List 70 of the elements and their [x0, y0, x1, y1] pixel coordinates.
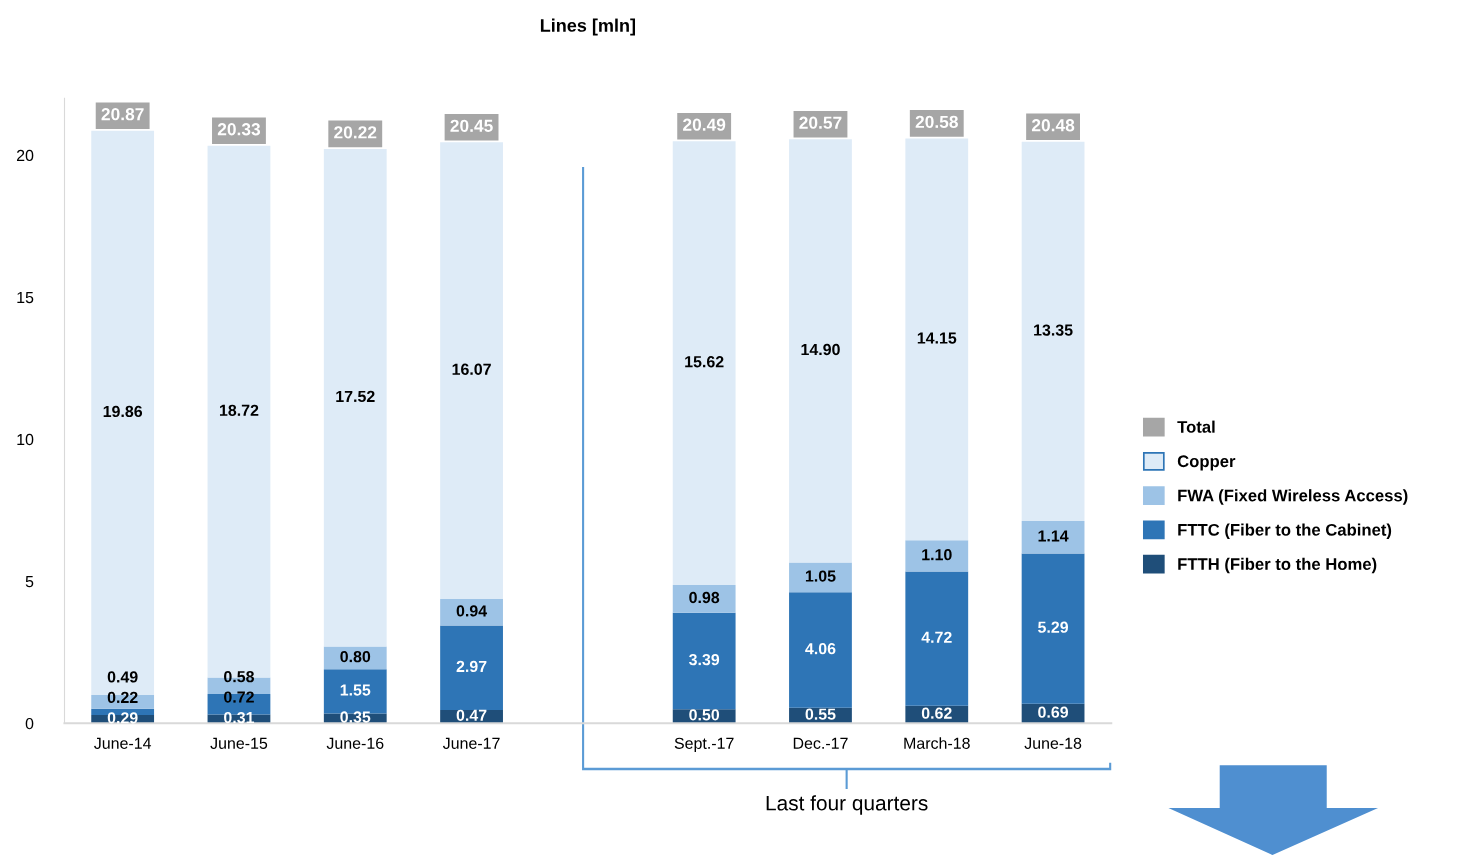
total-label: 20.33: [217, 123, 261, 136]
data-label: 13.35: [1034, 324, 1073, 336]
bar: [1021, 521, 1085, 554]
y-tick-label: 15: [17, 291, 34, 304]
data-label: 4.72: [921, 631, 952, 643]
data-label: 14.90: [801, 343, 840, 356]
data-label: 1.05: [805, 570, 836, 582]
data-label: 15.62: [685, 356, 724, 368]
legend-label: Total: [1177, 420, 1215, 433]
x-tick-label: June-15: [210, 737, 268, 749]
data-label: 3.39: [688, 653, 720, 666]
bar: [440, 625, 503, 710]
bar: [905, 571, 969, 706]
data-label: 0.31: [224, 711, 255, 724]
data-label: 14.15: [917, 332, 957, 344]
data-label: 16.07: [452, 363, 491, 375]
data-label: 0.62: [921, 707, 952, 719]
data-label: 19.86: [103, 405, 143, 418]
x-tick-label: June-17: [442, 737, 500, 749]
data-label: 0.35: [340, 711, 371, 723]
bar: [440, 598, 503, 626]
data-label: 0.98: [689, 591, 720, 604]
total-label: 20.45: [450, 119, 493, 132]
bar: [1021, 553, 1085, 704]
total-label: 20.22: [334, 126, 377, 139]
data-label: 17.52: [336, 390, 375, 403]
legend-label: FTTC (Fiber to the Cabinet): [1178, 523, 1392, 539]
data-label: 1.55: [340, 684, 371, 696]
chart-title: Lines [mln]: [540, 18, 636, 36]
legend-label: FTTH (Fiber to the Home): [1178, 557, 1377, 574]
data-label: 1.14: [1038, 530, 1069, 542]
data-label: 0.29: [107, 712, 138, 724]
bar: [789, 562, 852, 593]
y-tick-label: 0: [25, 717, 34, 730]
x-tick-label: June-16: [326, 737, 384, 749]
data-label: 5.29: [1038, 621, 1069, 633]
data-label: 0.69: [1038, 706, 1069, 718]
data-label: 1.10: [922, 548, 952, 561]
data-label: 0.94: [456, 605, 488, 617]
total-label: 20.87: [101, 108, 144, 121]
bar: [789, 592, 852, 708]
data-label: 0.22: [107, 691, 138, 704]
y-tick-label: 5: [25, 576, 34, 588]
legend-label: Copper: [1177, 455, 1236, 471]
data-label: 0.49: [107, 671, 138, 683]
x-tick-label: June-18: [1024, 737, 1082, 749]
data-label: 18.72: [219, 404, 259, 416]
data-label: 0.47: [456, 709, 487, 721]
data-label: 0.72: [224, 691, 254, 703]
data-label: 4.06: [805, 643, 836, 655]
x-tick-label: Sept.-17: [674, 737, 734, 753]
data-label: 0.58: [224, 670, 255, 683]
x-tick-label: Dec.-17: [793, 737, 848, 749]
bar: [905, 540, 969, 572]
total-label: 20.49: [683, 118, 726, 131]
data-label: 2.97: [456, 660, 487, 673]
legend-label: FWA (Fixed Wireless Access): [1178, 489, 1408, 505]
data-label: 0.50: [689, 709, 720, 721]
y-tick-label: 10: [17, 433, 34, 446]
total-label: 20.57: [799, 116, 842, 129]
total-label: 20.48: [1031, 119, 1075, 132]
bar: [672, 584, 736, 613]
data-label: 0.55: [805, 708, 836, 720]
bar: [672, 612, 736, 710]
data-label: 0.80: [340, 650, 371, 663]
x-tick-label: March-18: [904, 737, 970, 749]
x-tick-label: June-14: [94, 737, 152, 749]
total-label: 20.58: [915, 115, 958, 129]
text: Last four quarters: [766, 795, 928, 815]
y-tick-label: 20: [16, 149, 34, 162]
